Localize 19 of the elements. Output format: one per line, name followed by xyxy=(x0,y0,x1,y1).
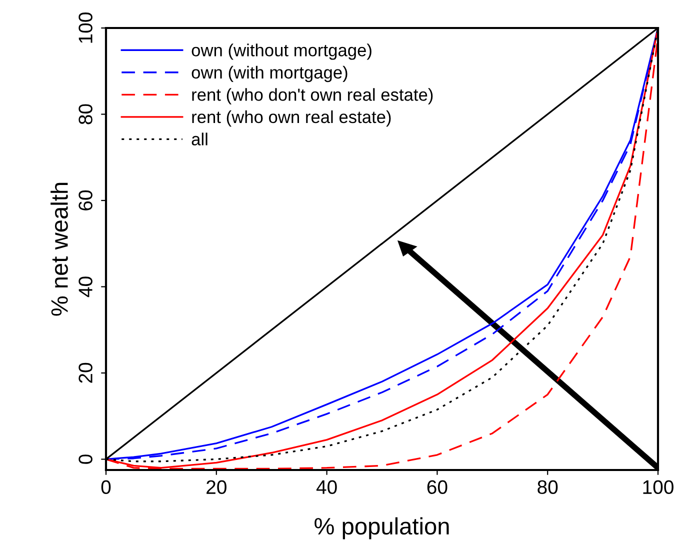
y-axis-title: % net wealth xyxy=(50,182,68,316)
legend-label: own (without mortgage) xyxy=(192,44,372,60)
x-tick-label: 20 xyxy=(206,480,226,494)
y-tick-label: 20 xyxy=(78,362,92,383)
legend-label: all xyxy=(192,132,208,146)
y-tick-label: 0 xyxy=(78,454,92,464)
legend-label: rent (who own real estate) xyxy=(192,110,391,127)
x-tick-label: 100 xyxy=(643,480,674,494)
x-axis-title: % population xyxy=(314,517,449,540)
x-tick-label: 80 xyxy=(538,480,558,494)
y-tick-label: 80 xyxy=(78,104,92,124)
legend-label: rent (who don't own real estate) xyxy=(192,88,433,104)
legend-label: own (with mortgage) xyxy=(192,66,348,82)
x-tick-label: 0 xyxy=(101,480,111,494)
x-tick-label: 40 xyxy=(316,480,337,494)
y-tick-label: 100 xyxy=(78,12,92,43)
y-tick-label: 40 xyxy=(78,276,92,298)
y-tick-label: 60 xyxy=(78,190,92,210)
x-tick-label: 60 xyxy=(427,480,448,494)
